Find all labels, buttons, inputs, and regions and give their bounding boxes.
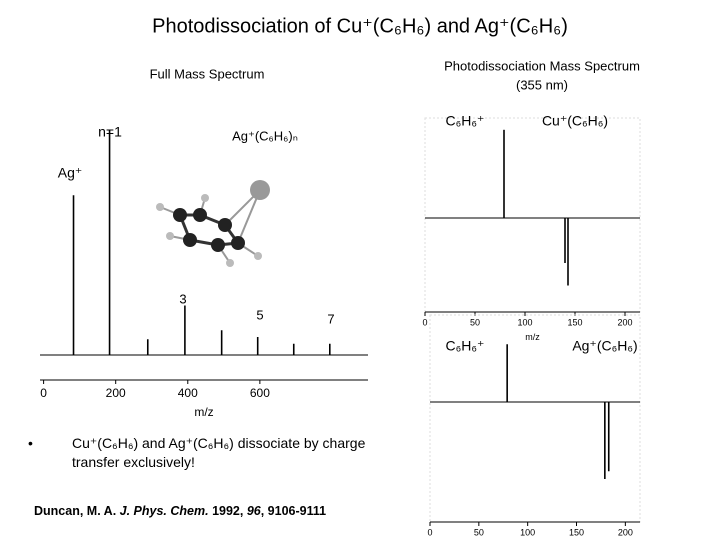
annotation: Ag⁺(C₆H₆)ₙ [232, 128, 298, 143]
annotation: Ag⁺(C₆H₆) [572, 338, 637, 354]
slide-title: Photodissociation of Cu⁺(C₆H₆) and Ag⁺(C… [152, 15, 568, 37]
annotation: 7 [327, 311, 334, 326]
citation-author: Duncan, M. A. [34, 504, 120, 518]
x-tick-label: 150 [567, 317, 582, 327]
chart-subtitle: Photodissociation Mass Spectrum [444, 58, 640, 73]
x-tick-label: 200 [106, 386, 126, 400]
annotation: C₆H₆⁺ [446, 113, 485, 129]
citation: Duncan, M. A. J. Phys. Chem. 1992, 96, 9… [34, 504, 326, 518]
x-axis-label: m/z [525, 332, 540, 342]
citation-volume: 96 [246, 504, 261, 518]
x-tick-label: 0 [422, 317, 427, 327]
x-tick-label: 200 [617, 317, 632, 327]
x-tick-label: 400 [178, 386, 198, 400]
x-tick-label: 0 [40, 386, 47, 400]
annotation: Cu⁺(C₆H₆) [542, 113, 608, 129]
x-tick-label: 100 [517, 317, 532, 327]
plot-frame [424, 117, 641, 313]
x-tick-label: 0 [427, 527, 432, 537]
x-tick-label: 150 [569, 527, 584, 537]
bullet-text: Cu⁺(C₆H₆) and Ag⁺(C₆H₆) dissociate by ch… [72, 435, 366, 470]
annotation: Ag⁺ [58, 165, 83, 181]
chart-subtitle: Full Mass Spectrum [150, 66, 265, 81]
chart-subtitle: (355 nm) [516, 77, 568, 92]
x-tick-label: 200 [618, 527, 633, 537]
x-tick-label: 100 [520, 527, 535, 537]
citation-pages: , 9106-9111 [260, 504, 327, 518]
annotation: n=1 [98, 124, 122, 140]
molecule [156, 180, 270, 267]
annotation: 5 [256, 307, 263, 322]
annotation: 3 [179, 291, 186, 306]
citation-journal: J. Phys. Chem. [119, 504, 209, 518]
x-axis-label: m/z [194, 405, 213, 419]
x-tick-label: 600 [250, 386, 270, 400]
bullet: • Cu⁺(C₆H₆) and Ag⁺(C₆H₆) dissociate by c… [28, 434, 370, 472]
x-tick-label: 50 [470, 317, 480, 327]
citation-year: 1992, [208, 504, 247, 518]
x-tick-label: 50 [474, 527, 484, 537]
annotation: C₆H₆⁺ [446, 338, 485, 354]
